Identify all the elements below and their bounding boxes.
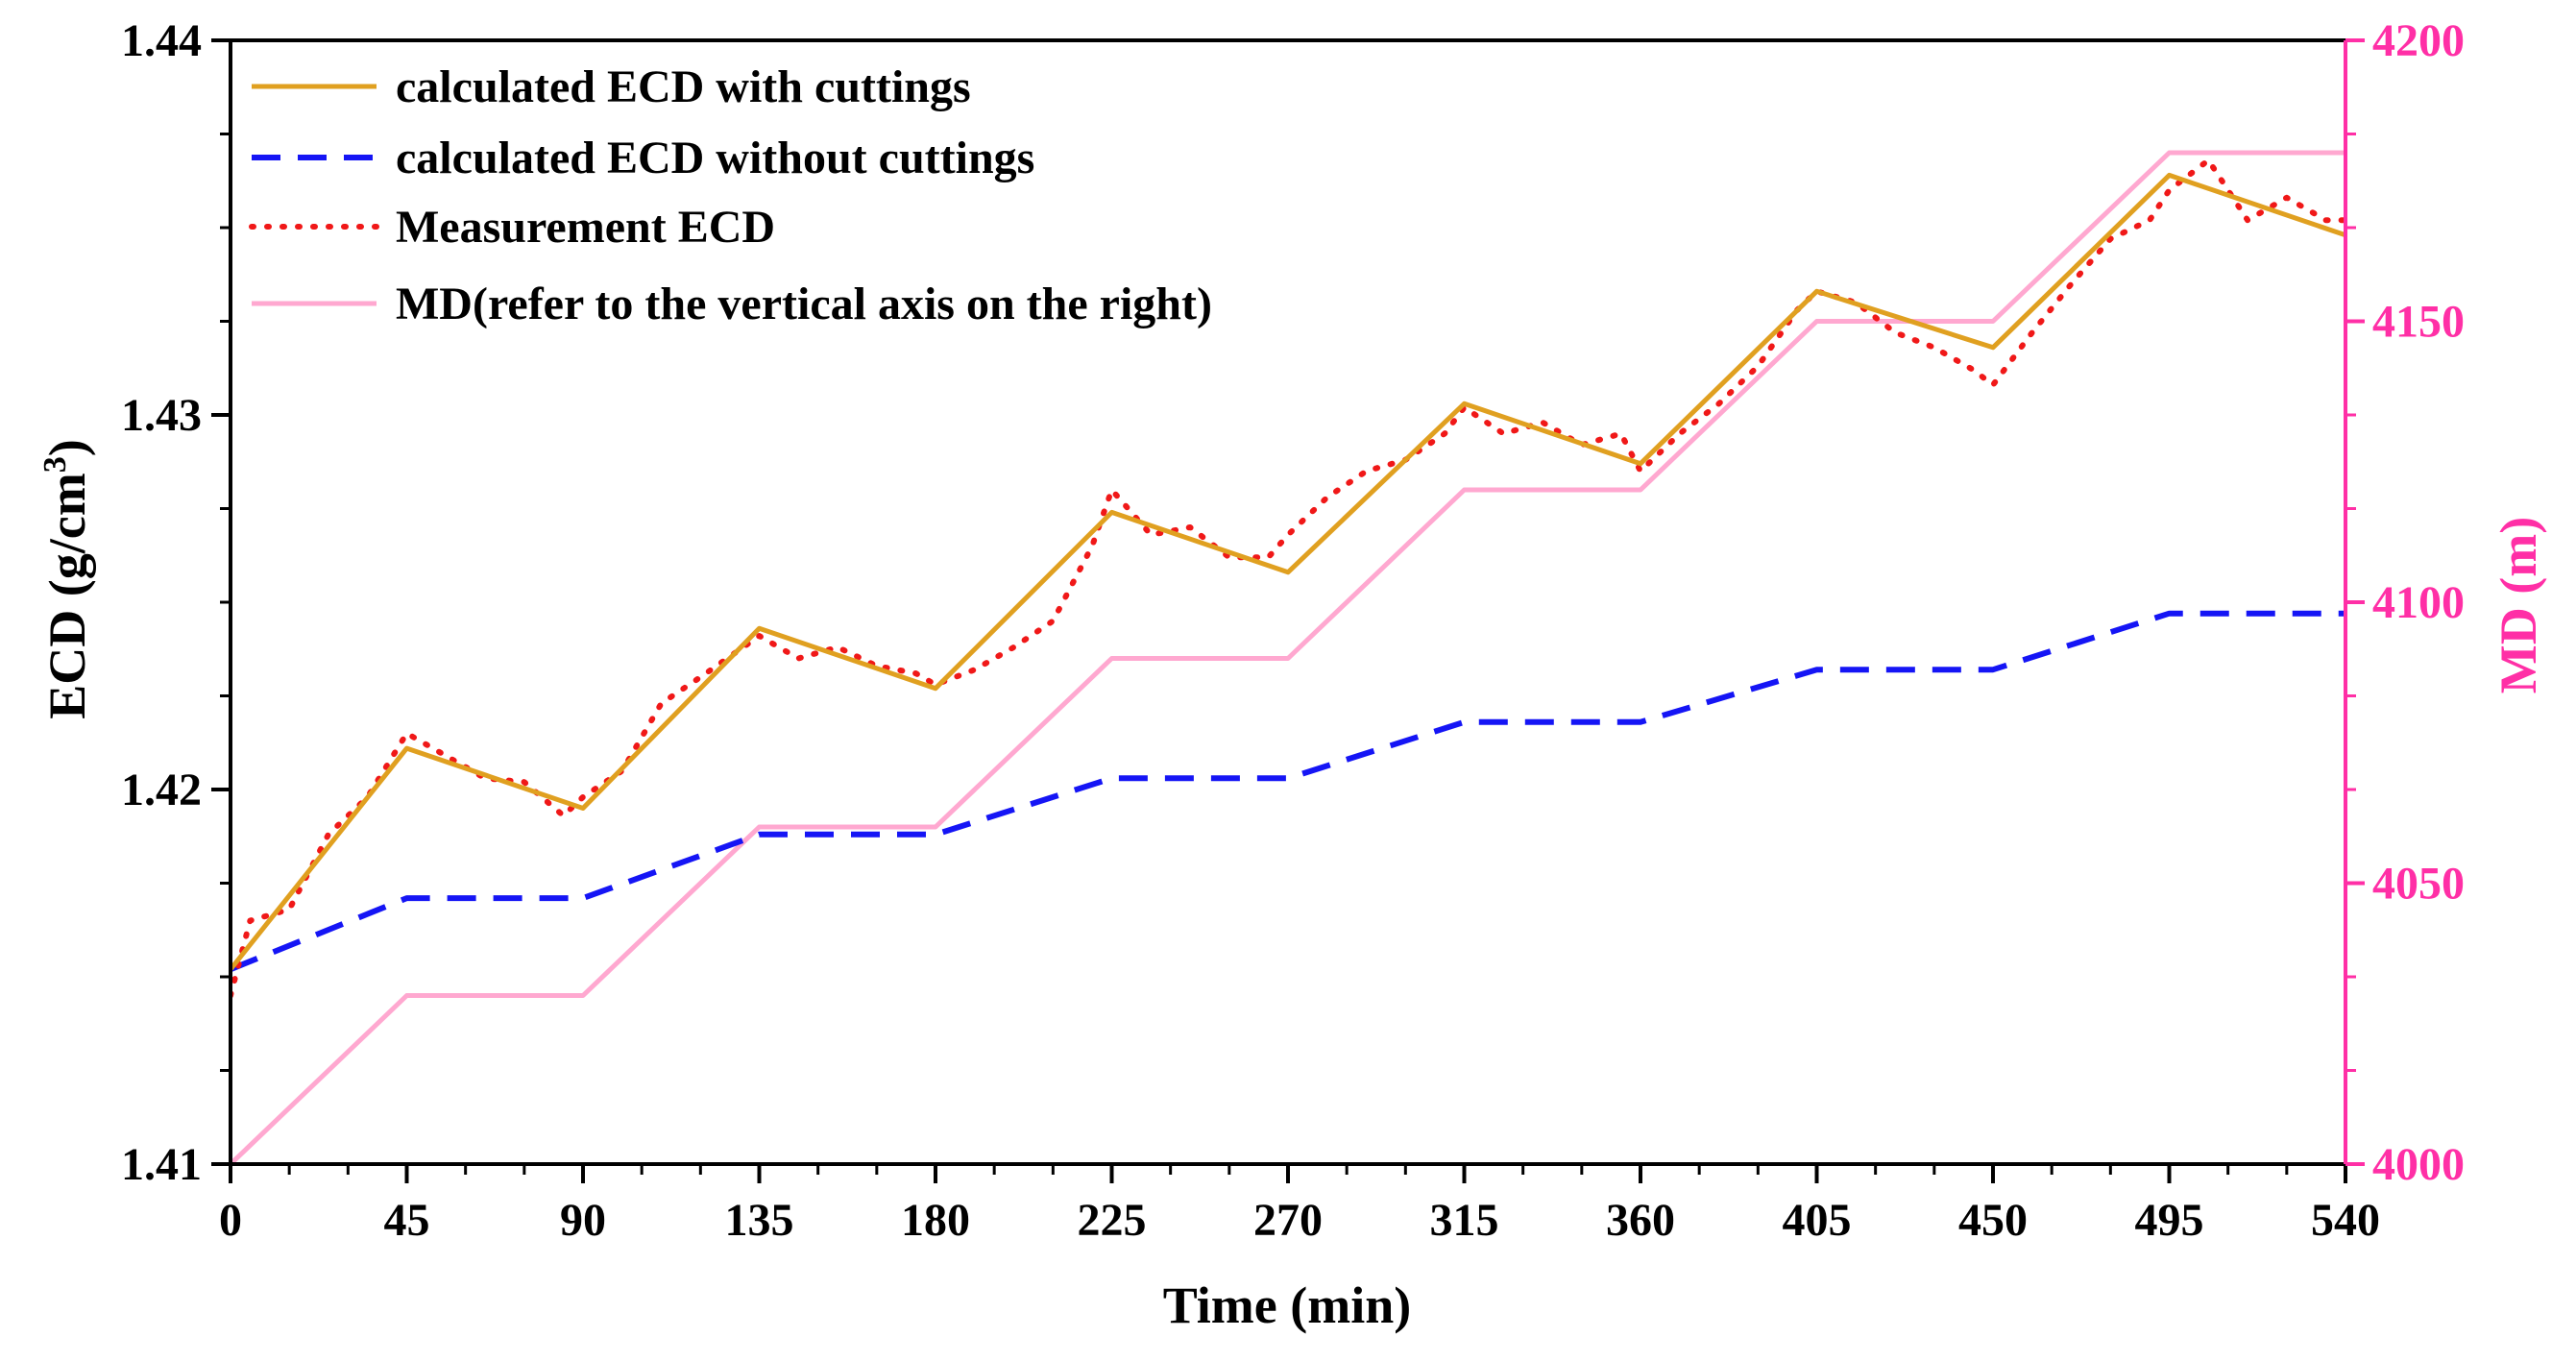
x-tick-label: 225 bbox=[1078, 1195, 1147, 1246]
x-tick-label: 405 bbox=[1783, 1195, 1852, 1246]
y-axis-title: ECD (g/cm3) bbox=[37, 439, 96, 718]
legend-entry-with-cuttings: calculated ECD with cuttings bbox=[252, 61, 971, 112]
series-layer bbox=[231, 150, 2345, 1164]
y2-tick-label: 4000 bbox=[2372, 1139, 2465, 1190]
y-axis-title-close: ) bbox=[38, 439, 96, 456]
legend-label-measurement: Measurement ECD bbox=[396, 202, 775, 253]
series-line-measurement-ecd bbox=[231, 157, 2345, 999]
legend-label-without-cuttings: calculated ECD without cuttings bbox=[396, 133, 1034, 183]
legend-entry-without-cuttings: calculated ECD without cuttings bbox=[252, 133, 1034, 183]
legend-background bbox=[242, 50, 1375, 348]
legend-entry-md: MD(refer to the vertical axis on the rig… bbox=[252, 279, 1212, 329]
x-tick-label: 495 bbox=[2135, 1195, 2204, 1246]
x-tick-label: 540 bbox=[2311, 1195, 2380, 1246]
legend: calculated ECD with cuttings calculated … bbox=[242, 50, 1375, 348]
x-tick-label: 45 bbox=[384, 1195, 430, 1246]
y2-tick-label: 4100 bbox=[2372, 577, 2465, 628]
y-tick-label: 1.41 bbox=[121, 1139, 202, 1190]
y2-tick-label: 4050 bbox=[2372, 859, 2465, 910]
y2-tick-label: 4200 bbox=[2372, 15, 2465, 66]
series-line-md bbox=[231, 150, 2345, 1164]
x-tick-label: 450 bbox=[1958, 1195, 2028, 1246]
x-axis-title: Time (min) bbox=[1163, 1276, 1411, 1334]
y-axis-title-superscript: 3 bbox=[37, 456, 73, 473]
y-axis-title-main: ECD (g/cm bbox=[38, 473, 96, 718]
legend-entry-measurement: Measurement ECD bbox=[249, 202, 775, 253]
x-tick-label: 135 bbox=[725, 1195, 794, 1246]
x-tick-label: 0 bbox=[219, 1195, 242, 1246]
y2-tick-label: 4150 bbox=[2372, 297, 2465, 348]
x-tick-label: 360 bbox=[1606, 1195, 1675, 1246]
x-tick-label: 315 bbox=[1430, 1195, 1499, 1246]
x-tick-label: 180 bbox=[901, 1195, 970, 1246]
x-tick-label: 90 bbox=[560, 1195, 606, 1246]
y-tick-label: 1.44 bbox=[121, 15, 202, 66]
x-tick-label: 270 bbox=[1253, 1195, 1323, 1246]
y2-axis-title: MD (m) bbox=[2490, 517, 2547, 693]
series-line-calculated-ecd-without-cuttings bbox=[231, 610, 2345, 972]
series-line-calculated-ecd-with-cuttings bbox=[231, 172, 2345, 971]
y-tick-label: 1.43 bbox=[121, 390, 202, 441]
y-tick-label: 1.42 bbox=[121, 765, 202, 815]
ticks-layer: 0 45 90 135 180 225 270 315 360 405 450 495 540 1.41 1… bbox=[121, 15, 2465, 1246]
legend-label-with-cuttings: calculated ECD with cuttings bbox=[396, 61, 971, 112]
legend-label-md: MD(refer to the vertical axis on the rig… bbox=[396, 279, 1212, 329]
